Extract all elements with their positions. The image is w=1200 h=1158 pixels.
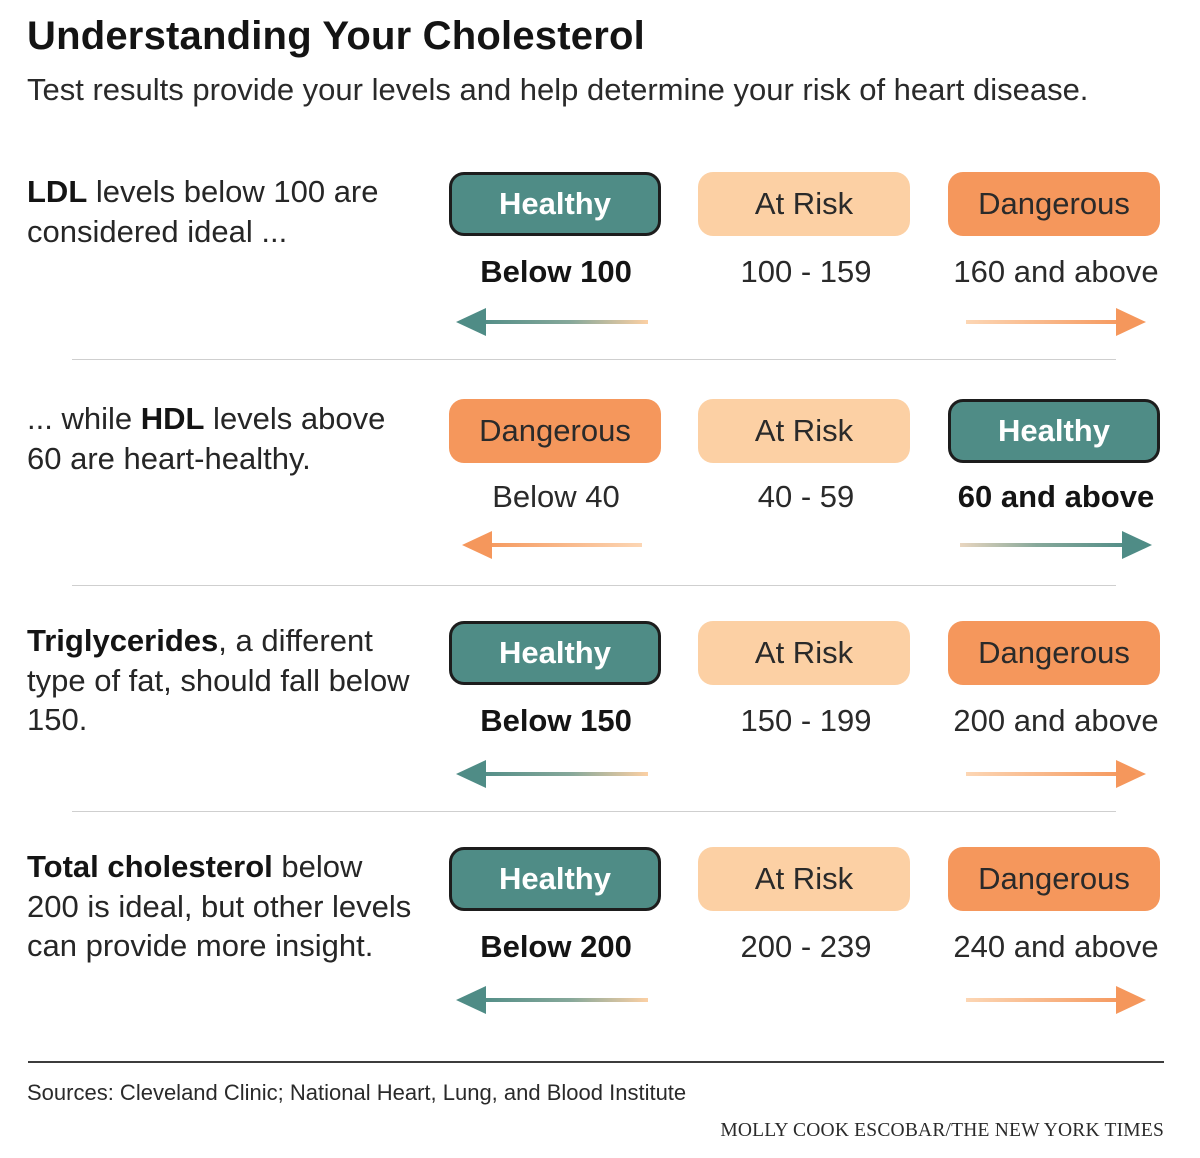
total-cholesterol-healthy-range: Below 200 (480, 929, 632, 964)
triglycerides-healthy-range: Below 150 (480, 703, 632, 738)
triglycerides-at-risk-range: 150 - 199 (740, 703, 872, 738)
footer-rule (28, 1061, 1164, 1063)
triglycerides-right-arrow-icon (966, 760, 1146, 788)
triglycerides-left-arrow-icon (456, 760, 648, 788)
total-cholesterol-dangerous-range: 240 and above (953, 929, 1159, 964)
hdl-description: ... while HDL levels above 60 are heart-… (27, 401, 386, 476)
triglycerides-dangerous-range: 200 and above (953, 703, 1159, 738)
row-divider (72, 585, 1116, 586)
total-cholesterol-at-risk-pill: At Risk (698, 847, 910, 911)
total-cholesterol-description: Total cholesterol below 200 is ideal, bu… (27, 849, 412, 963)
triglycerides-at-risk-pill: At Risk (698, 621, 910, 685)
ldl-description: LDL levels below 100 are considered idea… (27, 174, 379, 249)
total-cholesterol-right-arrow-icon (966, 986, 1146, 1014)
ldl-at-risk-pill: At Risk (698, 172, 910, 236)
hdl-right-arrow-icon (960, 531, 1152, 559)
row-divider (72, 359, 1116, 360)
total-cholesterol-at-risk-range: 200 - 239 (740, 929, 872, 964)
total-cholesterol-dangerous-pill: Dangerous (948, 847, 1160, 911)
page-subtitle: Test results provide your levels and hel… (27, 72, 1089, 107)
ldl-healthy-pill: Healthy (449, 172, 661, 236)
total-cholesterol-left-arrow-icon (456, 986, 648, 1014)
triglycerides-description: Triglycerides, a different type of fat, … (27, 623, 410, 737)
triglycerides-dangerous-pill: Dangerous (948, 621, 1160, 685)
ldl-right-arrow-icon (966, 308, 1146, 336)
ldl-at-risk-range: 100 - 159 (740, 254, 872, 289)
hdl-left-arrow-icon (462, 531, 642, 559)
page-title: Understanding Your Cholesterol (27, 14, 645, 58)
ldl-left-arrow-icon (456, 308, 648, 336)
ldl-dangerous-range: 160 and above (953, 254, 1159, 289)
hdl-dangerous-range: Below 40 (492, 479, 620, 514)
row-divider (72, 811, 1116, 812)
ldl-healthy-range: Below 100 (480, 254, 632, 289)
hdl-at-risk-range: 40 - 59 (757, 479, 855, 514)
hdl-dangerous-pill: Dangerous (449, 399, 661, 463)
hdl-healthy-pill: Healthy (948, 399, 1160, 463)
hdl-healthy-range: 60 and above (957, 479, 1155, 514)
triglycerides-healthy-pill: Healthy (449, 621, 661, 685)
ldl-dangerous-pill: Dangerous (948, 172, 1160, 236)
hdl-at-risk-pill: At Risk (698, 399, 910, 463)
total-cholesterol-healthy-pill: Healthy (449, 847, 661, 911)
byline-credit: MOLLY COOK ESCOBAR/THE NEW YORK TIMES (720, 1120, 1164, 1141)
sources-note: Sources: Cleveland Clinic; National Hear… (27, 1080, 687, 1105)
